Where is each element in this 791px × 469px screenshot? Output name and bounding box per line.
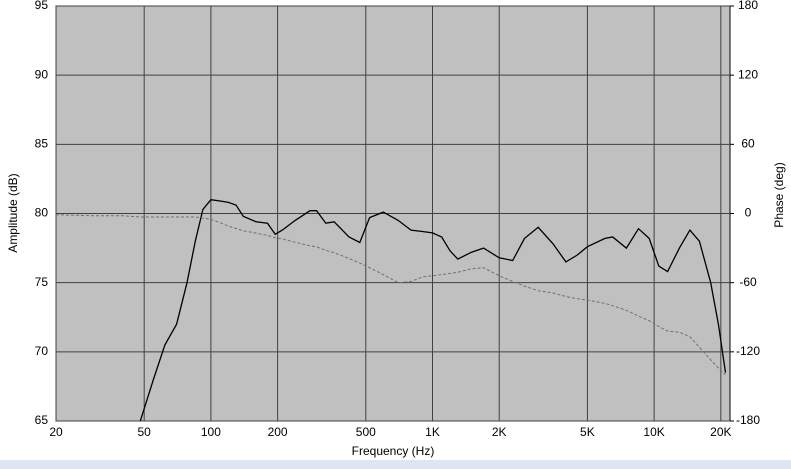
y-tick-label: 65 bbox=[35, 413, 49, 427]
x-tick-label: 1K bbox=[425, 425, 440, 439]
y2-axis-title: Phase (deg) bbox=[772, 162, 786, 227]
x-tick-label: 2K bbox=[492, 425, 507, 439]
y-axis-title: Amplitude (dB) bbox=[6, 173, 20, 252]
y-tick-label: 95 bbox=[35, 0, 49, 12]
y-tick-label: 85 bbox=[35, 137, 49, 151]
x-tick-label: 500 bbox=[356, 425, 376, 439]
y-tick-label: 70 bbox=[35, 344, 49, 358]
y-tick-label: 90 bbox=[35, 67, 49, 81]
x-tick-label: 20K bbox=[710, 425, 731, 439]
y2-tick-label: -180 bbox=[736, 413, 760, 427]
x-tick-label: 10K bbox=[643, 425, 664, 439]
y-tick-label: 75 bbox=[35, 275, 49, 289]
x-tick-label: 200 bbox=[268, 425, 288, 439]
y2-tick-label: 120 bbox=[738, 67, 758, 81]
x-tick-label: 20 bbox=[49, 425, 63, 439]
status-strip bbox=[0, 460, 791, 469]
y2-tick-label: 60 bbox=[741, 137, 755, 151]
y2-tick-label: 180 bbox=[738, 0, 758, 12]
y2-tick-label: 0 bbox=[745, 206, 752, 220]
series-line bbox=[139, 199, 727, 422]
x-tick-label: 5K bbox=[580, 425, 595, 439]
y2-tick-label: -120 bbox=[736, 344, 760, 358]
y-tick-label: 80 bbox=[35, 206, 49, 220]
x-tick-label: 50 bbox=[138, 425, 152, 439]
y2-tick-label: -60 bbox=[739, 275, 757, 289]
x-axis-title: Frequency (Hz) bbox=[352, 444, 435, 458]
x-tick-label: 100 bbox=[201, 425, 221, 439]
series-line bbox=[55, 214, 726, 376]
